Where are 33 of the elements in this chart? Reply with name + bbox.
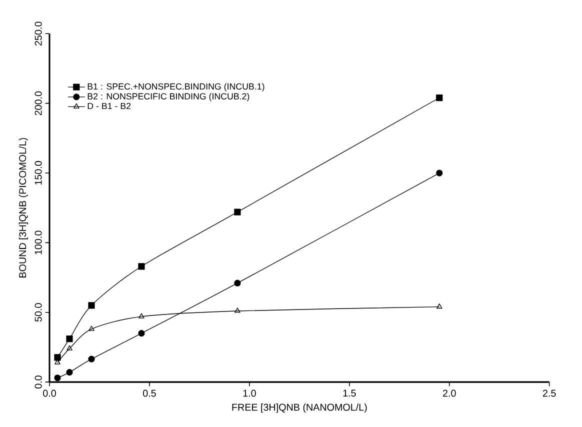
point bbox=[66, 369, 73, 376]
point bbox=[234, 208, 241, 216]
y-tick-label: 50.0 bbox=[34, 303, 42, 322]
x-tick-label: 0.0 bbox=[43, 390, 56, 397]
x-tick-label: 2.5 bbox=[542, 390, 556, 397]
x-axis-title: FREE [3H]QNB (NANOMOL/L) bbox=[232, 404, 367, 413]
point bbox=[436, 304, 442, 309]
point bbox=[88, 356, 95, 363]
point bbox=[138, 330, 145, 337]
y-tick-label: 250.0 bbox=[34, 22, 42, 46]
x-tick-label: 0.5 bbox=[142, 390, 156, 397]
point bbox=[88, 326, 94, 332]
point bbox=[54, 354, 61, 361]
point bbox=[436, 170, 443, 177]
point bbox=[66, 336, 73, 342]
y-tick-label: 100.0 bbox=[34, 230, 42, 254]
point bbox=[234, 308, 240, 314]
x-tick-label: 2.0 bbox=[443, 390, 456, 397]
point bbox=[66, 346, 72, 351]
point bbox=[138, 313, 144, 319]
x-tick-label: 1.5 bbox=[343, 390, 356, 397]
x-tick-label: 1.0 bbox=[243, 390, 256, 397]
legend-label: B2 : NONSPECIFIC BINDING (INCUB.2) bbox=[88, 93, 250, 102]
point bbox=[54, 374, 61, 382]
y-axis-title: BOUND [3H]QNB (PICOMOL/L) bbox=[18, 138, 28, 278]
point bbox=[436, 94, 443, 102]
y-tick-label: 150.0 bbox=[34, 161, 42, 185]
point bbox=[88, 302, 95, 309]
point bbox=[138, 263, 145, 270]
y-tick-label: 200.0 bbox=[34, 92, 42, 116]
legend-label: D - B1 - B2 bbox=[88, 103, 131, 110]
point bbox=[234, 280, 241, 287]
legend-label: B1 : SPEC.+NONSPEC.BINDING (INCUB.1) bbox=[88, 83, 264, 92]
